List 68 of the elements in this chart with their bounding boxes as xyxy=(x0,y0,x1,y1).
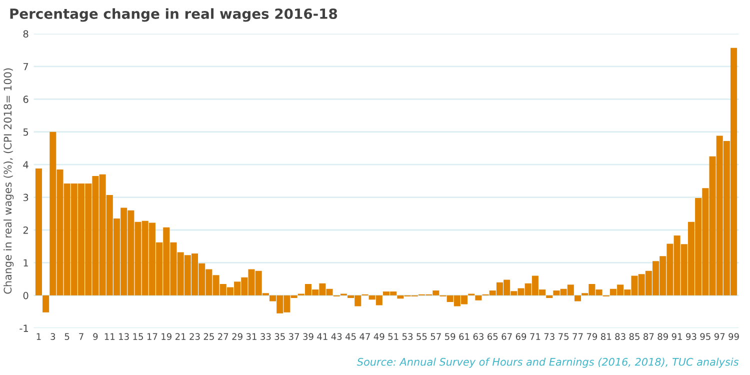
x-tick-label: 71 xyxy=(530,333,540,340)
y-tick-label: 0 xyxy=(23,292,28,300)
x-tick-label: 99 xyxy=(728,333,739,340)
x-tick-label: 47 xyxy=(360,333,370,340)
x-tick-label: 61 xyxy=(459,333,470,340)
x-tick-label: 25 xyxy=(204,333,214,340)
x-tick-label: 53 xyxy=(402,333,413,340)
x-tick-label: 21 xyxy=(175,333,186,340)
x-tick-label: 59 xyxy=(445,333,456,340)
x-tick-label: 91 xyxy=(672,333,682,340)
y-tick-label: 1 xyxy=(24,259,28,266)
x-tick-label: 5 xyxy=(64,333,70,340)
bar xyxy=(42,295,50,312)
x-tick-label: 67 xyxy=(502,333,512,340)
bar xyxy=(574,295,582,302)
x-tick-label: 81 xyxy=(600,333,612,340)
x-tick-label: 89 xyxy=(658,333,668,340)
x-tick-label: 39 xyxy=(303,333,314,340)
x-tick-label: 31 xyxy=(246,333,256,340)
bar xyxy=(35,168,42,296)
x-tick-label: 17 xyxy=(147,333,158,340)
x-tick-label: 87 xyxy=(644,333,654,340)
y-tick-label: -1 xyxy=(20,324,28,332)
chart-title: Percentage change in real wages 2016-18 xyxy=(10,8,338,22)
x-tick-label: 43 xyxy=(331,333,342,340)
x-tick-label: 65 xyxy=(488,333,498,340)
x-tick-label: 37 xyxy=(288,333,300,340)
x-tick-label: 85 xyxy=(629,333,640,340)
bar xyxy=(475,295,482,300)
x-tick-label: 79 xyxy=(586,333,598,340)
x-tick-label: 77 xyxy=(572,333,583,340)
x-tick-label: 13 xyxy=(119,333,129,340)
y-tick-label: 2 xyxy=(23,226,28,234)
x-tick-label: 41 xyxy=(317,333,328,340)
x-tick-label: 69 xyxy=(516,333,526,340)
x-tick-label: 51 xyxy=(388,333,398,340)
x-tick-label: 73 xyxy=(544,333,554,340)
x-tick-label: 75 xyxy=(558,333,569,340)
x-tick-label: 35 xyxy=(274,333,285,340)
y-tick-label: 4 xyxy=(23,161,28,168)
x-tick-label: 19 xyxy=(162,333,172,340)
y-tick-label: 7 xyxy=(24,63,28,70)
x-tick-label: 23 xyxy=(190,333,200,340)
x-tick-label: 83 xyxy=(615,333,626,340)
x-tick-label: 49 xyxy=(374,333,384,340)
x-tick-label: 29 xyxy=(232,333,242,340)
x-tick-label: 45 xyxy=(345,333,356,340)
x-tick-label: 63 xyxy=(473,333,484,340)
bar xyxy=(546,295,553,298)
source-note: Source: Annual Survey of Hours and Earnings (2016, 2018), TUC analysis xyxy=(357,358,739,368)
x-tick-label: 93 xyxy=(686,333,696,340)
x-tick-label: 27 xyxy=(218,333,228,340)
x-tick-label: 7 xyxy=(79,333,84,340)
x-tick-label: 95 xyxy=(700,333,710,340)
y-tick-label: 5 xyxy=(23,128,28,136)
x-tick-label: 9 xyxy=(93,333,98,340)
x-tick-label: 11 xyxy=(104,333,115,340)
x-tick-label: 33 xyxy=(260,333,271,340)
x-tick-label: 15 xyxy=(133,333,143,340)
x-tick-label: 97 xyxy=(714,333,725,340)
y-tick-label: 8 xyxy=(23,30,28,38)
y-tick-label: 6 xyxy=(23,96,28,103)
x-tick-label: 3 xyxy=(50,333,56,340)
x-tick-label: 1 xyxy=(36,333,41,340)
y-axis-title: Change in real wages (%), (CPI 2018= 100) xyxy=(4,68,14,294)
y-tick-label: 3 xyxy=(23,194,28,202)
x-tick-label: 55 xyxy=(416,333,427,340)
x-tick-label: 57 xyxy=(430,333,441,340)
